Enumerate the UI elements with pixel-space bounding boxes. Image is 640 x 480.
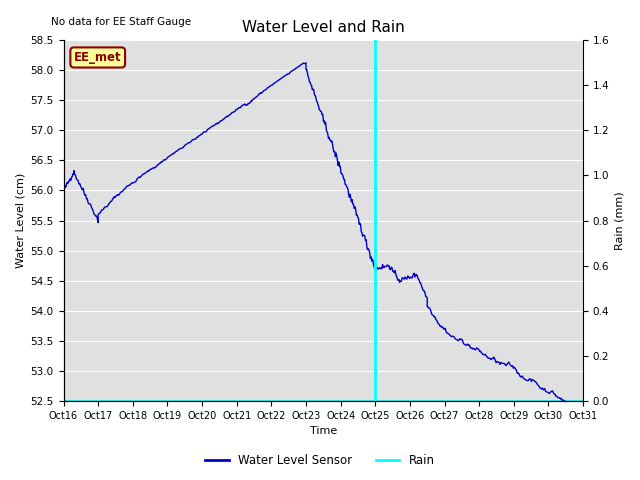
Text: No data for EE Staff Gauge: No data for EE Staff Gauge <box>51 17 191 27</box>
Y-axis label: Rain (mm): Rain (mm) <box>615 191 625 250</box>
Title: Water Level and Rain: Water Level and Rain <box>242 20 404 35</box>
Legend: Water Level Sensor, Rain: Water Level Sensor, Rain <box>200 449 440 472</box>
Text: EE_met: EE_met <box>74 51 122 64</box>
Y-axis label: Water Level (cm): Water Level (cm) <box>15 173 25 268</box>
X-axis label: Time: Time <box>310 426 337 436</box>
